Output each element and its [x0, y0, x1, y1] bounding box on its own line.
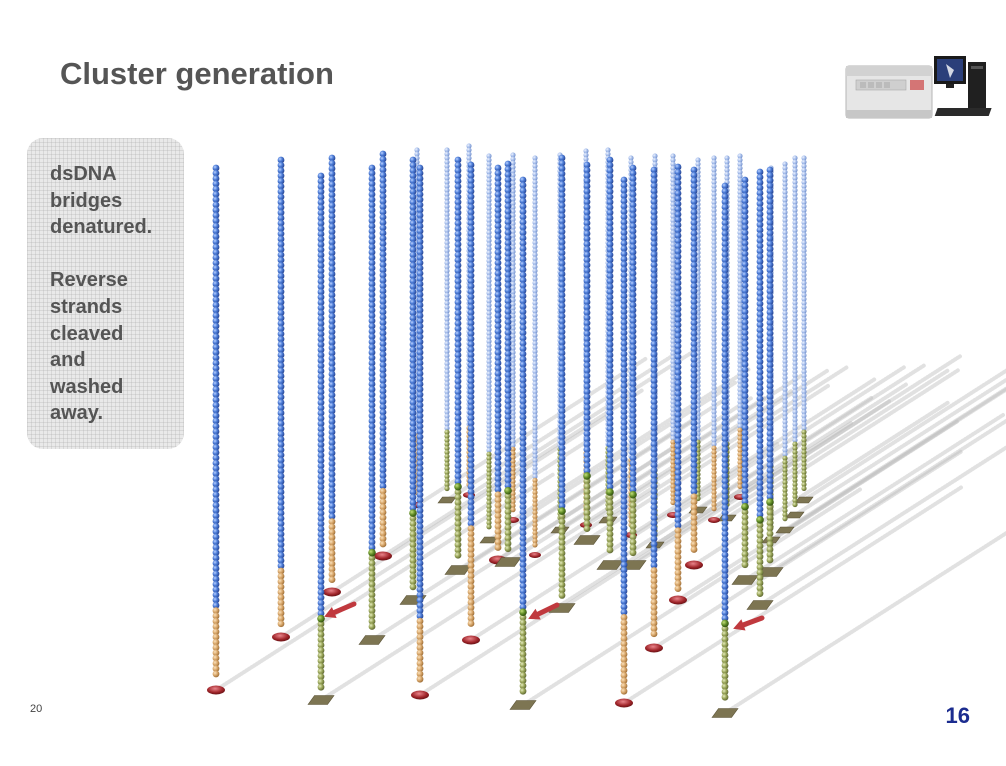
strand-shadow — [533, 389, 794, 557]
dna-strand — [775, 161, 795, 534]
dna-strand — [307, 172, 335, 705]
dna-strand — [685, 166, 703, 570]
dna-strand — [489, 164, 507, 565]
strand-shadow — [692, 400, 951, 567]
page-number-left: 20 — [30, 703, 43, 715]
red-arrow-icon — [528, 602, 560, 620]
dna-strand — [734, 153, 746, 500]
dna-strand — [509, 176, 537, 710]
dna-strand — [756, 166, 784, 577]
note-box — [27, 138, 184, 449]
dna-strand — [272, 156, 290, 642]
strand-shadow — [671, 364, 907, 517]
note-line: dsDNA — [50, 163, 117, 185]
note-line: and — [50, 349, 86, 372]
dna-strand — [462, 161, 480, 645]
dna-strand — [615, 176, 633, 708]
sequencer-instrument-icon — [842, 52, 994, 124]
note-line: denatured. — [50, 216, 153, 239]
note-line: away. — [50, 402, 103, 425]
dna-strands — [207, 143, 814, 718]
page-number-right: 16 — [945, 703, 970, 728]
strand-shadow — [629, 377, 877, 537]
strand-shadow — [521, 486, 864, 707]
dna-strand — [444, 156, 472, 575]
strand-shadow — [769, 387, 1006, 542]
strand-shadow — [793, 377, 1006, 517]
dna-strand — [794, 155, 814, 504]
dna-strand — [667, 153, 679, 518]
strand-shadow — [743, 413, 1005, 582]
dna-strand — [374, 150, 392, 561]
strand-shadow — [783, 386, 1006, 532]
note-line: Reverse — [50, 269, 128, 292]
dna-strand — [494, 160, 522, 567]
strand-shadow — [768, 418, 1006, 574]
dna-strand — [731, 176, 759, 585]
strand-shadow — [725, 367, 962, 520]
dna-strand — [645, 166, 663, 653]
dna-strand — [479, 153, 499, 544]
dna-strand — [596, 156, 624, 570]
strand-shadow — [758, 445, 1006, 607]
note-line: bridges — [50, 189, 123, 212]
note-line: washed — [50, 375, 124, 398]
dna-strand — [437, 147, 457, 504]
dna-strand — [669, 163, 687, 605]
strand-shadow — [506, 395, 767, 564]
dna-strand — [358, 164, 386, 645]
dna-strand — [323, 154, 341, 597]
dna-strand — [207, 164, 225, 695]
dna-strand — [529, 155, 541, 558]
dna-strand — [711, 182, 739, 718]
dna-strand — [399, 156, 427, 605]
strand-shadow — [652, 448, 965, 650]
dna-strand — [507, 152, 519, 523]
note-line: cleaved — [50, 322, 124, 345]
strand-shadow — [802, 368, 1006, 502]
strand-shadow — [738, 354, 962, 499]
strand-shadow — [418, 475, 762, 697]
strand-shadow — [696, 363, 926, 512]
dna-strand — [746, 168, 774, 610]
strand-shadow — [585, 383, 831, 542]
strand-shadow — [622, 485, 964, 705]
dna-strand — [573, 161, 601, 545]
red-arrow-icon — [324, 601, 357, 618]
red-arrow-icon — [733, 615, 765, 631]
page-title: Cluster generation — [60, 56, 334, 91]
dna-strand — [708, 155, 720, 523]
arrows — [324, 601, 765, 631]
dna-strand — [785, 155, 805, 519]
strand-shadow — [712, 368, 950, 522]
strand-shadow — [723, 530, 1006, 715]
dna-strand — [411, 164, 429, 700]
dna-strand — [619, 164, 647, 570]
note-line: strands — [50, 296, 123, 318]
